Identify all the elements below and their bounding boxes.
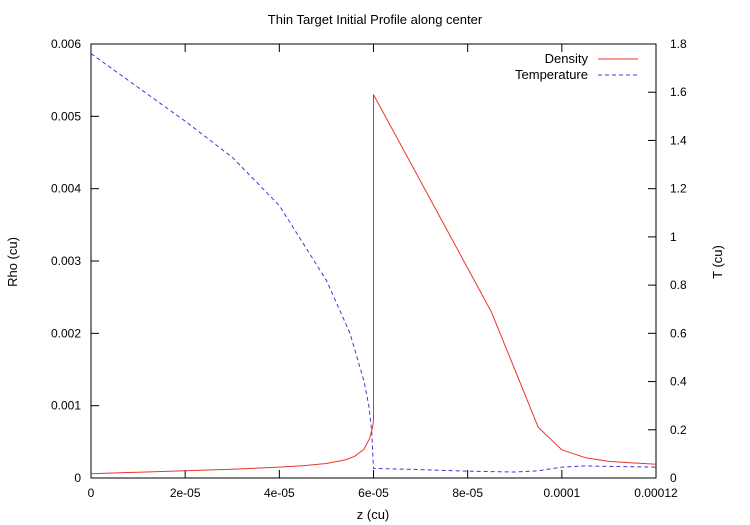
y-axis-label: Rho (cu) (5, 237, 20, 287)
y2-tick-label: 1.2 (670, 182, 687, 196)
x-tick-label: 4e-05 (264, 486, 295, 500)
y2-axis-ticks: 0 0.2 0.4 0.6 0.8 1 1.2 1.4 1.6 1.8 (648, 37, 687, 485)
y2-tick-label: 1.4 (670, 133, 687, 147)
y-tick-label: 0.005 (51, 109, 81, 123)
x-tick-label: 0.0001 (543, 486, 580, 500)
y-tick-label: 0.001 (51, 399, 81, 413)
x-tick-label: 0.00012 (634, 486, 678, 500)
y2-tick-label: 0.2 (670, 423, 687, 437)
y2-tick-label: 0.8 (670, 278, 687, 292)
y-tick-label: 0.004 (51, 182, 81, 196)
y2-tick-label: 0.6 (670, 326, 687, 340)
legend-label-density: Density (545, 51, 589, 66)
y-tick-label: 0.002 (51, 326, 81, 340)
y2-tick-label: 0 (670, 471, 677, 485)
x-tick-label: 6e-05 (358, 486, 389, 500)
x-axis-ticks: 0 2e-05 4e-05 6e-05 8e-05 0.0001 0.00012 (88, 44, 678, 500)
series-lines (90, 53, 657, 475)
x-tick-label: 2e-05 (170, 486, 201, 500)
x-axis-label: z (cu) (357, 507, 390, 522)
legend: Density Temperature (515, 51, 638, 82)
y2-tick-label: 1.6 (670, 85, 687, 99)
y2-tick-label: 1 (670, 230, 677, 244)
legend-label-temperature: Temperature (515, 67, 588, 82)
y-axis-ticks: 0 0.001 0.002 0.003 0.004 0.005 0.006 (51, 37, 99, 485)
y-tick-label: 0.003 (51, 254, 81, 268)
y2-tick-label: 1.8 (670, 37, 687, 51)
x-tick-label: 8e-05 (452, 486, 483, 500)
y2-tick-label: 0.4 (670, 375, 687, 389)
y-tick-label: 0.006 (51, 37, 81, 51)
y2-axis-label: T (cu) (710, 245, 725, 279)
chart-title: Thin Target Initial Profile along center (268, 12, 483, 27)
x-tick-label: 0 (88, 486, 95, 500)
series-line-temperature (90, 53, 657, 473)
series-line-density (90, 94, 657, 475)
y-tick-label: 0 (74, 471, 81, 485)
